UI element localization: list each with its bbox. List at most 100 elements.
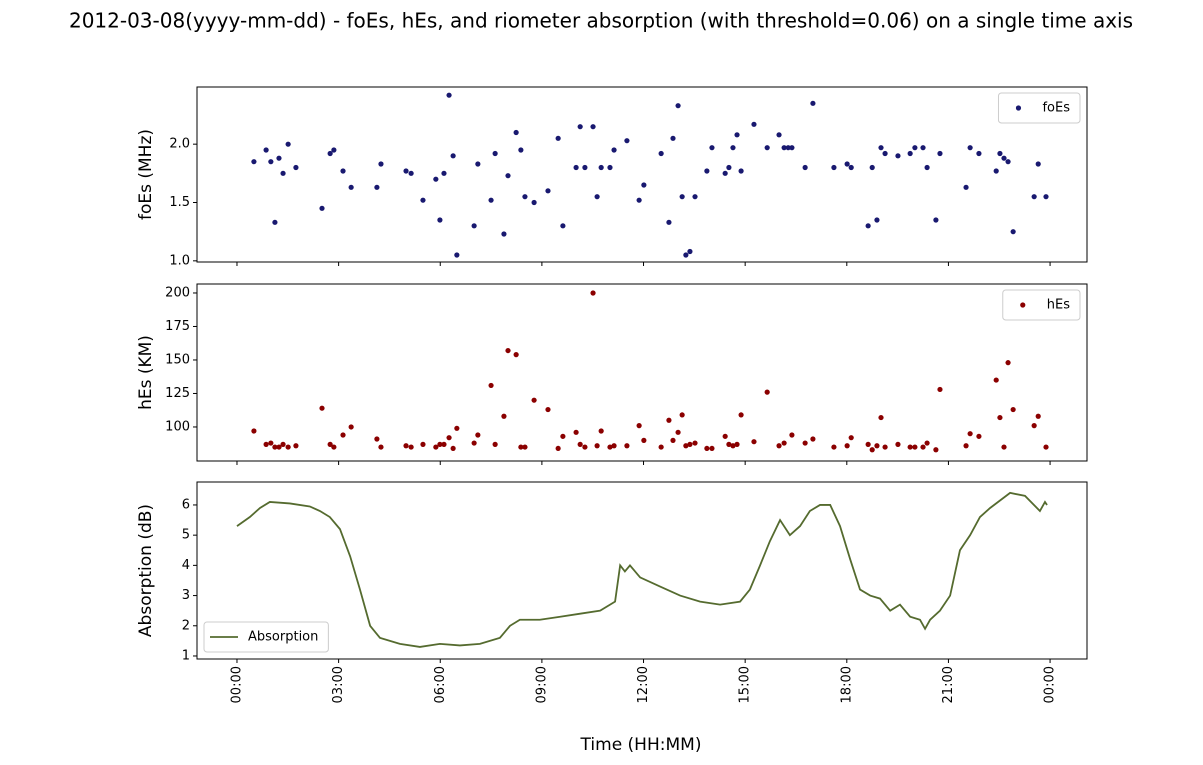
data-point [785, 145, 791, 151]
data-point [446, 435, 452, 441]
y-tick-label: 2.0 [169, 137, 190, 152]
data-point [331, 147, 337, 153]
data-point [577, 441, 583, 447]
data-point [624, 138, 630, 144]
data-point [492, 441, 498, 447]
data-point [348, 184, 354, 190]
data-point [636, 423, 642, 429]
legend: Absorption [203, 621, 329, 653]
data-point [522, 194, 528, 200]
data-point [598, 428, 604, 434]
data-point [924, 440, 930, 446]
legend-box [997, 92, 1081, 124]
data-point [1010, 406, 1016, 413]
x-tick-label: 09:00 [534, 666, 549, 703]
data-point [531, 199, 537, 206]
data-point [751, 121, 757, 127]
data-point [475, 432, 481, 438]
y-tick-label: 150 [165, 352, 190, 367]
data-point [865, 223, 871, 229]
data-point [1035, 413, 1041, 419]
data-point [285, 141, 291, 147]
data-point [844, 443, 850, 449]
data-point [555, 445, 561, 452]
data-point [831, 164, 837, 171]
data-point [611, 443, 617, 449]
data-point [272, 219, 278, 225]
data-point [408, 170, 414, 176]
data-point [933, 217, 939, 223]
data-point [403, 168, 409, 174]
data-point [683, 443, 689, 449]
data-point [937, 386, 943, 393]
data-point [810, 436, 816, 442]
data-point [471, 223, 477, 229]
data-point [488, 382, 494, 389]
y-tick-label: 3 [182, 588, 190, 603]
subplot: 1.0 1.5 2.0 foEs (MHz) foEs [136, 86, 1088, 268]
data-point [738, 412, 744, 418]
data-point [670, 135, 676, 141]
data-point [531, 397, 537, 403]
x-tick-label: 15:00 [738, 666, 753, 703]
data-point [276, 444, 282, 450]
data-point [963, 184, 969, 190]
data-point [666, 417, 672, 423]
data-point [692, 194, 698, 200]
data-point [848, 164, 854, 171]
y-tick-label: 6 [182, 497, 190, 512]
data-point [420, 441, 426, 447]
data-point [993, 377, 999, 383]
x-tick-label: 03:00 [331, 666, 346, 703]
data-point [1035, 161, 1041, 167]
y-tick-label: 1.0 [169, 253, 190, 268]
data-point [513, 129, 519, 136]
data-point [624, 443, 630, 449]
x-tick-label: 18:00 [839, 666, 854, 703]
data-point [433, 444, 439, 450]
data-point [437, 441, 443, 447]
data-point [518, 444, 524, 450]
data-point [882, 444, 888, 450]
data-point [319, 205, 325, 211]
subplot: 1 2 3 4 5 6 00:00 03:00 06:00 09:00 12:00 15:00 18:0… [136, 481, 1088, 703]
data-point [997, 414, 1003, 421]
data-point [722, 433, 728, 439]
data-point [319, 405, 325, 411]
data-point [280, 170, 286, 176]
data-point [263, 147, 269, 153]
data-point [709, 445, 715, 452]
legend-box [1002, 289, 1081, 321]
data-point [251, 159, 257, 165]
data-point [907, 150, 913, 157]
data-point [454, 252, 460, 258]
data-point [704, 168, 710, 174]
data-point [1043, 194, 1049, 200]
data-point [722, 170, 728, 176]
data-point [781, 440, 787, 446]
data-point [403, 443, 409, 449]
x-tick-label: 00:00 [1043, 666, 1058, 703]
data-point [776, 132, 782, 138]
legend-swatch [1015, 105, 1022, 111]
data-point [869, 164, 875, 171]
data-point [518, 147, 524, 153]
data-point [937, 150, 943, 157]
data-point [874, 443, 880, 449]
legend-label: hEs [1047, 298, 1070, 313]
legend-swatch [1020, 302, 1026, 308]
axes-frame [196, 481, 1088, 660]
data-point [679, 194, 685, 200]
data-point [997, 150, 1003, 157]
data-point [933, 447, 939, 453]
data-point [522, 444, 528, 450]
data-point [446, 92, 452, 98]
data-point [501, 413, 507, 419]
subplot: 100 125 150 175 200 hEs (KM) hEs [136, 283, 1088, 465]
data-point [848, 435, 854, 441]
y-tick-label: 200 [165, 285, 190, 300]
data-point [594, 194, 600, 200]
data-point [912, 444, 918, 450]
x-axis-label: Time (HH:MM) [580, 735, 702, 755]
data-point [607, 164, 613, 171]
